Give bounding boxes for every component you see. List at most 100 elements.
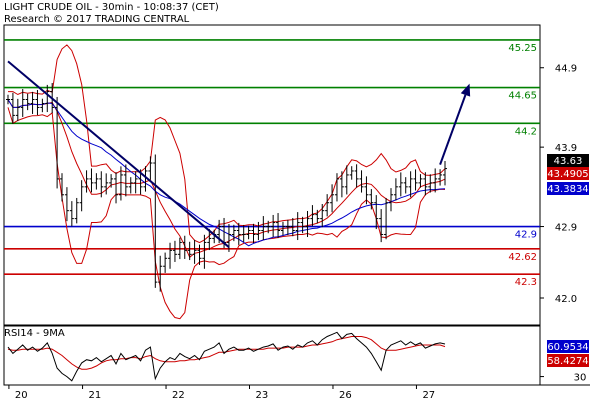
price-bar xyxy=(104,173,109,195)
price-bar xyxy=(393,178,398,201)
price-bar xyxy=(118,166,123,201)
rsi-box-value: 58.4274 xyxy=(547,356,588,367)
y-tick-label: 42.9 xyxy=(555,223,577,234)
price-bar xyxy=(202,234,207,269)
price-bar xyxy=(158,255,163,292)
rsi-box-rsi: 60.9534 xyxy=(547,340,589,353)
price-bar xyxy=(423,172,428,196)
price-bar xyxy=(261,216,266,241)
price-box-bg xyxy=(547,154,589,167)
price-bar xyxy=(280,221,285,236)
price-bar xyxy=(354,164,359,188)
price-bar xyxy=(330,184,335,213)
price-bar xyxy=(35,89,40,116)
price-bar xyxy=(40,98,45,113)
x-tick-label: 26 xyxy=(339,390,352,400)
price-bar xyxy=(6,94,10,105)
price-bar xyxy=(251,223,256,244)
price-bar xyxy=(74,197,79,224)
level-label-support: 42.62 xyxy=(508,252,537,263)
price-bar xyxy=(94,173,99,190)
price-box-price: 43.63 xyxy=(547,154,589,167)
x-tick-label: 23 xyxy=(256,390,269,400)
price-bar xyxy=(236,222,241,245)
price-bar xyxy=(168,242,173,269)
price-bar xyxy=(89,168,94,193)
price-bar xyxy=(359,170,364,193)
axes: 44.9 43.9 42.9 42.0 43.63 43.4905 43.3834 30 60.… xyxy=(4,64,590,400)
price-bar xyxy=(133,171,138,194)
rsi-title: RSI14 - 9MA xyxy=(4,328,65,339)
x-tick-label: 20 xyxy=(15,390,28,400)
price-box-ma_red: 43.4905 xyxy=(547,167,589,180)
price-bar xyxy=(290,217,295,237)
rsi-box-bg xyxy=(547,340,589,353)
price-bar xyxy=(148,156,153,180)
level-label-support: 42.3 xyxy=(515,277,537,288)
rsi-box-value: 60.9534 xyxy=(547,342,588,353)
price-bar xyxy=(64,187,69,222)
price-panel-frame xyxy=(3,24,541,326)
price-bar xyxy=(403,177,408,194)
price-bar xyxy=(226,223,231,252)
price-bar xyxy=(55,96,60,189)
price-bar xyxy=(433,168,438,193)
price-bar xyxy=(182,235,187,259)
moving-average-red-line xyxy=(7,99,446,259)
price-bar xyxy=(109,174,114,188)
projection-arrow-shaft xyxy=(439,94,467,165)
chart-copyright: Research © 2017 TRADING CENTRAL xyxy=(4,14,190,25)
x-tick-label: 27 xyxy=(422,390,435,400)
price-bar xyxy=(305,210,310,238)
price-bar xyxy=(325,194,330,217)
price-bar xyxy=(369,189,374,210)
price-bar xyxy=(10,92,15,124)
price-bar xyxy=(20,89,25,117)
price-bar xyxy=(241,224,246,243)
price-bar xyxy=(438,169,443,186)
price-bar xyxy=(300,216,305,234)
price-bar xyxy=(207,228,212,251)
price-bar xyxy=(334,173,339,202)
price-bar xyxy=(413,169,418,191)
price-bar xyxy=(123,164,128,197)
y-tick-label: 43.9 xyxy=(555,143,577,154)
price-bar xyxy=(172,240,177,262)
projection-arrow-head xyxy=(460,83,471,97)
rsi-box-bg xyxy=(547,354,589,367)
price-bar xyxy=(128,177,133,194)
price-bar xyxy=(30,91,35,114)
y-tick-label: 44.9 xyxy=(555,64,577,75)
price-panel: 45.25 44.65 44.2 42.9 42.62 42.3 xyxy=(3,24,541,326)
price-bar xyxy=(25,93,30,111)
price-bar xyxy=(84,170,89,193)
price-bar xyxy=(285,219,290,236)
moving-average-blue-line xyxy=(7,99,446,247)
price-bar xyxy=(266,220,271,234)
chart-title: LIGHT CRUDE OIL - 30min - 10:08:37 (CET) xyxy=(4,2,219,13)
price-bar xyxy=(60,173,65,202)
trendline xyxy=(7,60,230,248)
price-bar xyxy=(374,195,379,230)
x-tick-label: 22 xyxy=(172,390,185,400)
bollinger-upper-line xyxy=(8,44,446,244)
level-label-resistance: 44.65 xyxy=(508,91,537,102)
rsi-line xyxy=(7,331,446,382)
price-bar xyxy=(428,174,433,193)
price-bar xyxy=(143,166,148,192)
price-bar xyxy=(379,209,384,243)
price-box-value: 43.4905 xyxy=(547,169,588,180)
price-bar xyxy=(418,174,423,188)
price-box-bg xyxy=(547,167,589,180)
price-bar xyxy=(231,224,236,242)
price-bar xyxy=(114,172,119,204)
price-bar xyxy=(153,154,158,288)
price-bar xyxy=(197,244,202,265)
price-bar xyxy=(246,225,251,240)
price-bar xyxy=(349,166,354,180)
price-bar xyxy=(310,205,315,227)
bollinger-lower-line xyxy=(7,107,446,320)
price-bar xyxy=(163,252,168,273)
price-bar xyxy=(69,201,74,227)
price-box-bg xyxy=(547,182,589,195)
